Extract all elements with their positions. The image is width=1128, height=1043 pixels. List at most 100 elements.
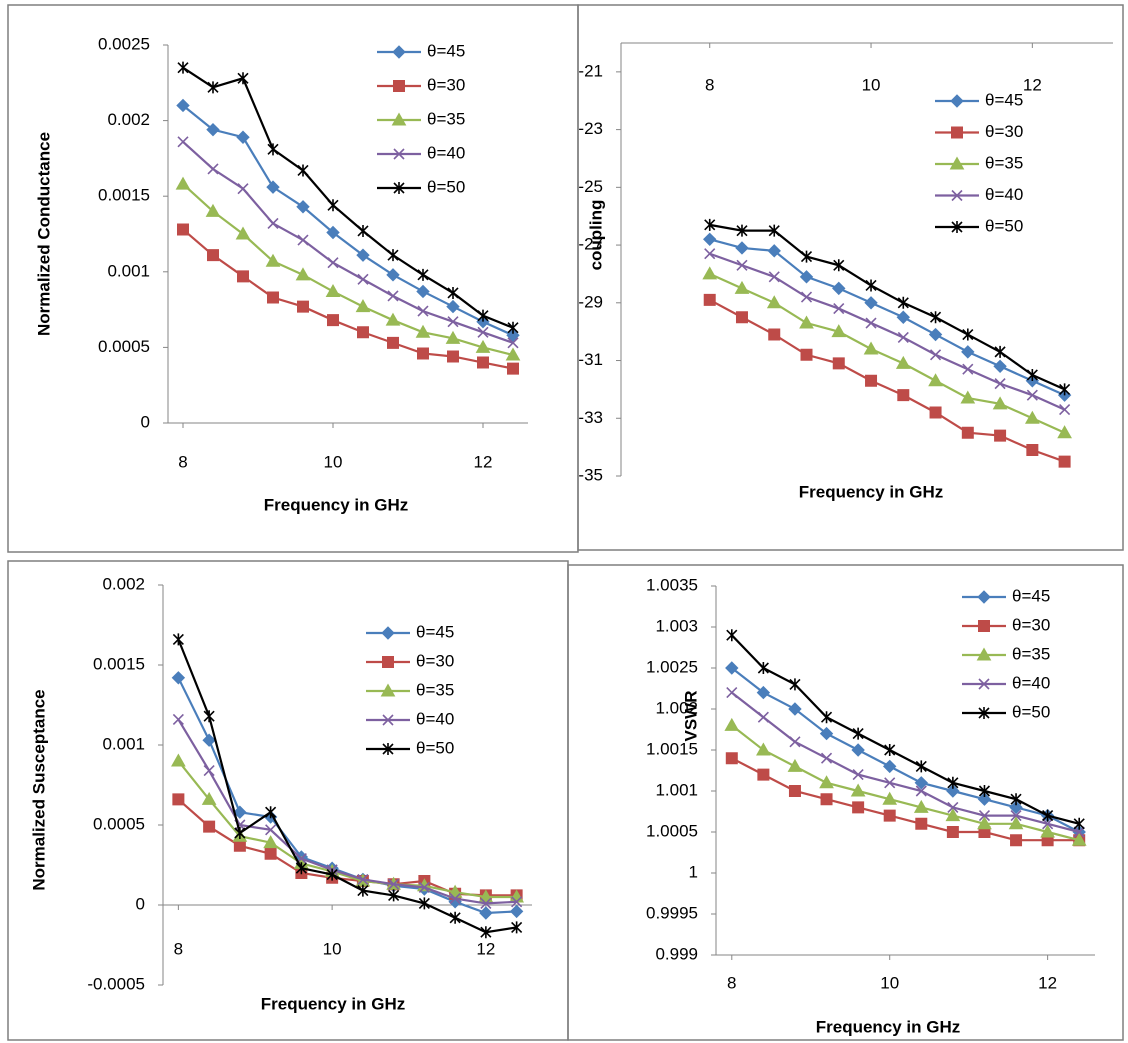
marker (800, 291, 813, 303)
marker (851, 743, 865, 757)
marker (832, 357, 845, 370)
marker (475, 339, 491, 353)
x-tick-label: 12 (1023, 75, 1042, 94)
panel-border (7, 4, 579, 553)
series-line (709, 298, 1065, 463)
marker (385, 312, 401, 326)
x-axis-title: Frequency in GHz (799, 482, 944, 501)
marker (913, 799, 929, 813)
marker (929, 311, 942, 324)
legend-label: θ=30 (416, 651, 454, 670)
marker (977, 816, 992, 830)
marker (788, 785, 801, 797)
y-tick-label: 0.0005 (93, 814, 145, 833)
x-tick-label: 8 (174, 939, 183, 958)
marker (950, 94, 964, 108)
legend-label: θ=30 (427, 75, 465, 94)
marker (946, 826, 959, 838)
marker (978, 620, 990, 632)
marker (915, 760, 927, 773)
marker (203, 820, 216, 833)
marker (201, 791, 217, 805)
legend-label: θ=40 (985, 185, 1023, 204)
y-tick-label: 0.001 (107, 261, 150, 280)
marker (978, 678, 990, 690)
legend-label: θ=35 (427, 109, 465, 128)
marker (393, 148, 405, 160)
y-axis-title: Normalized Susceptance (29, 689, 48, 890)
marker (477, 326, 489, 338)
marker (788, 702, 802, 716)
series-line (731, 757, 1080, 842)
marker (447, 350, 459, 363)
y-axis-title: VSWR (681, 691, 700, 742)
marker (977, 792, 992, 806)
legend-label: θ=40 (1012, 673, 1050, 692)
marker (1073, 817, 1085, 830)
marker (883, 759, 897, 774)
marker (831, 324, 847, 338)
marker (480, 926, 492, 939)
marker (978, 707, 990, 719)
marker (850, 783, 866, 797)
marker (507, 337, 519, 349)
marker (177, 136, 189, 148)
marker (176, 98, 190, 113)
marker (1073, 826, 1085, 838)
y-tick-label: 0.0005 (98, 337, 150, 356)
marker (357, 873, 369, 885)
series-line (182, 140, 514, 344)
marker (327, 257, 339, 269)
marker (171, 753, 186, 767)
marker (1057, 425, 1072, 439)
marker (382, 656, 394, 668)
marker (265, 824, 277, 836)
marker (266, 180, 280, 194)
x-tick-label: 10 (323, 939, 342, 958)
marker (357, 884, 369, 897)
y-tick-label: 0.001 (102, 734, 145, 753)
legend-label: θ=45 (1012, 586, 1050, 605)
marker (237, 72, 249, 85)
marker (725, 661, 739, 675)
marker (325, 283, 341, 297)
marker (511, 921, 523, 934)
marker (915, 785, 927, 797)
marker (477, 356, 489, 369)
marker (506, 328, 520, 343)
marker (735, 311, 748, 324)
y-tick-label: -31 (578, 350, 603, 369)
marker (820, 711, 833, 724)
y-tick-label: 0.0015 (98, 186, 150, 205)
marker (233, 805, 247, 819)
legend-label: θ=30 (985, 122, 1023, 141)
marker (203, 710, 215, 723)
marker (382, 714, 394, 726)
marker (387, 290, 399, 302)
marker (235, 226, 251, 240)
marker (896, 310, 911, 324)
marker (415, 324, 431, 338)
legend-label: θ=40 (416, 709, 454, 728)
x-tick-label: 12 (476, 939, 495, 958)
marker (297, 234, 309, 246)
marker (947, 776, 959, 789)
series-line (709, 223, 1066, 391)
marker (392, 45, 406, 59)
x-tick-label: 10 (862, 75, 881, 94)
marker (897, 331, 909, 344)
marker (1058, 455, 1071, 468)
x-tick-label: 8 (727, 973, 736, 992)
marker (929, 349, 942, 361)
marker (391, 112, 407, 126)
marker (447, 316, 459, 328)
marker (357, 224, 369, 237)
marker (1042, 809, 1054, 822)
legend-label: θ=45 (985, 90, 1023, 109)
marker (704, 218, 716, 231)
marker (386, 268, 400, 282)
marker (1040, 824, 1055, 838)
marker (1026, 368, 1038, 381)
legend-label: θ=45 (427, 41, 465, 60)
marker (702, 266, 718, 280)
